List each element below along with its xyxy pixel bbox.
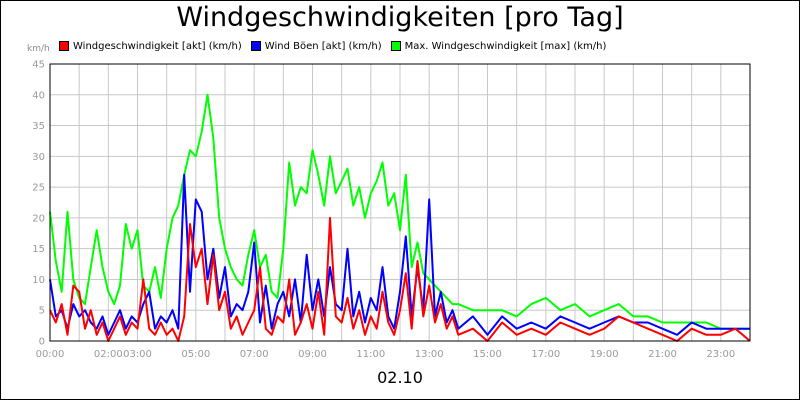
legend-swatch-max <box>390 41 401 51</box>
y-tick-label-9: 45 <box>32 60 45 71</box>
x-tick-label-12: 23:00 <box>706 349 735 360</box>
legend-label-gusts: Wind Böen [akt] (km/h) <box>264 40 382 52</box>
y-tick-label-6: 30 <box>32 152 45 163</box>
chart-title: Windgeschwindigkeiten [pro Tag] <box>176 2 624 33</box>
legend-label-max: Max. Windgeschwindigkeit [max] (km/h) <box>404 40 607 52</box>
legend-swatch-speed <box>59 41 69 51</box>
legend-item-gusts: Wind Böen [akt] (km/h) <box>250 39 382 53</box>
series-line-2 <box>49 93 750 330</box>
x-tick-label-9: 17:00 <box>531 349 560 360</box>
x-tick-label-11: 21:00 <box>648 349 677 360</box>
legend-item-max: Max. Windgeschwindigkeit [max] (km/h) <box>390 39 607 53</box>
y-tick-label-0: 0 <box>39 337 45 348</box>
y-unit-label: km/h <box>27 44 50 54</box>
y-tick-label-8: 40 <box>32 90 45 101</box>
series-line-0 <box>49 216 751 342</box>
plot-border <box>49 63 751 342</box>
x-tick-label-10: 19:00 <box>590 349 619 360</box>
y-tick-label-3: 15 <box>32 244 45 255</box>
y-tick-label-1: 5 <box>39 306 45 317</box>
y-tick-label-4: 20 <box>32 213 45 224</box>
y-tick-label-7: 35 <box>32 121 45 132</box>
legend: Windgeschwindigkeit [akt] (km/h) Wind Bö… <box>59 39 615 53</box>
y-tick-label-5: 25 <box>32 183 45 194</box>
x-tick-label-6: 11:00 <box>356 349 385 360</box>
legend-swatch-gusts <box>250 41 261 51</box>
x-tick-label-4: 07:00 <box>240 349 269 360</box>
x-tick-label-5: 09:00 <box>298 349 327 360</box>
x-tick-label-1: 02:00 <box>94 349 123 360</box>
y-tick-label-2: 10 <box>32 275 45 286</box>
x-tick-label-0: 00:00 <box>36 349 65 360</box>
legend-item-speed: Windgeschwindigkeit [akt] (km/h) <box>59 39 242 53</box>
x-tick-label-8: 15:00 <box>473 349 502 360</box>
x-tick-label-7: 13:00 <box>415 349 444 360</box>
x-tick-label-2: 03:00 <box>123 349 152 360</box>
legend-label-speed: Windgeschwindigkeit [akt] (km/h) <box>73 40 242 52</box>
x-tick-label-3: 05:00 <box>181 349 210 360</box>
x-axis-caption: 02.10 <box>377 368 423 387</box>
